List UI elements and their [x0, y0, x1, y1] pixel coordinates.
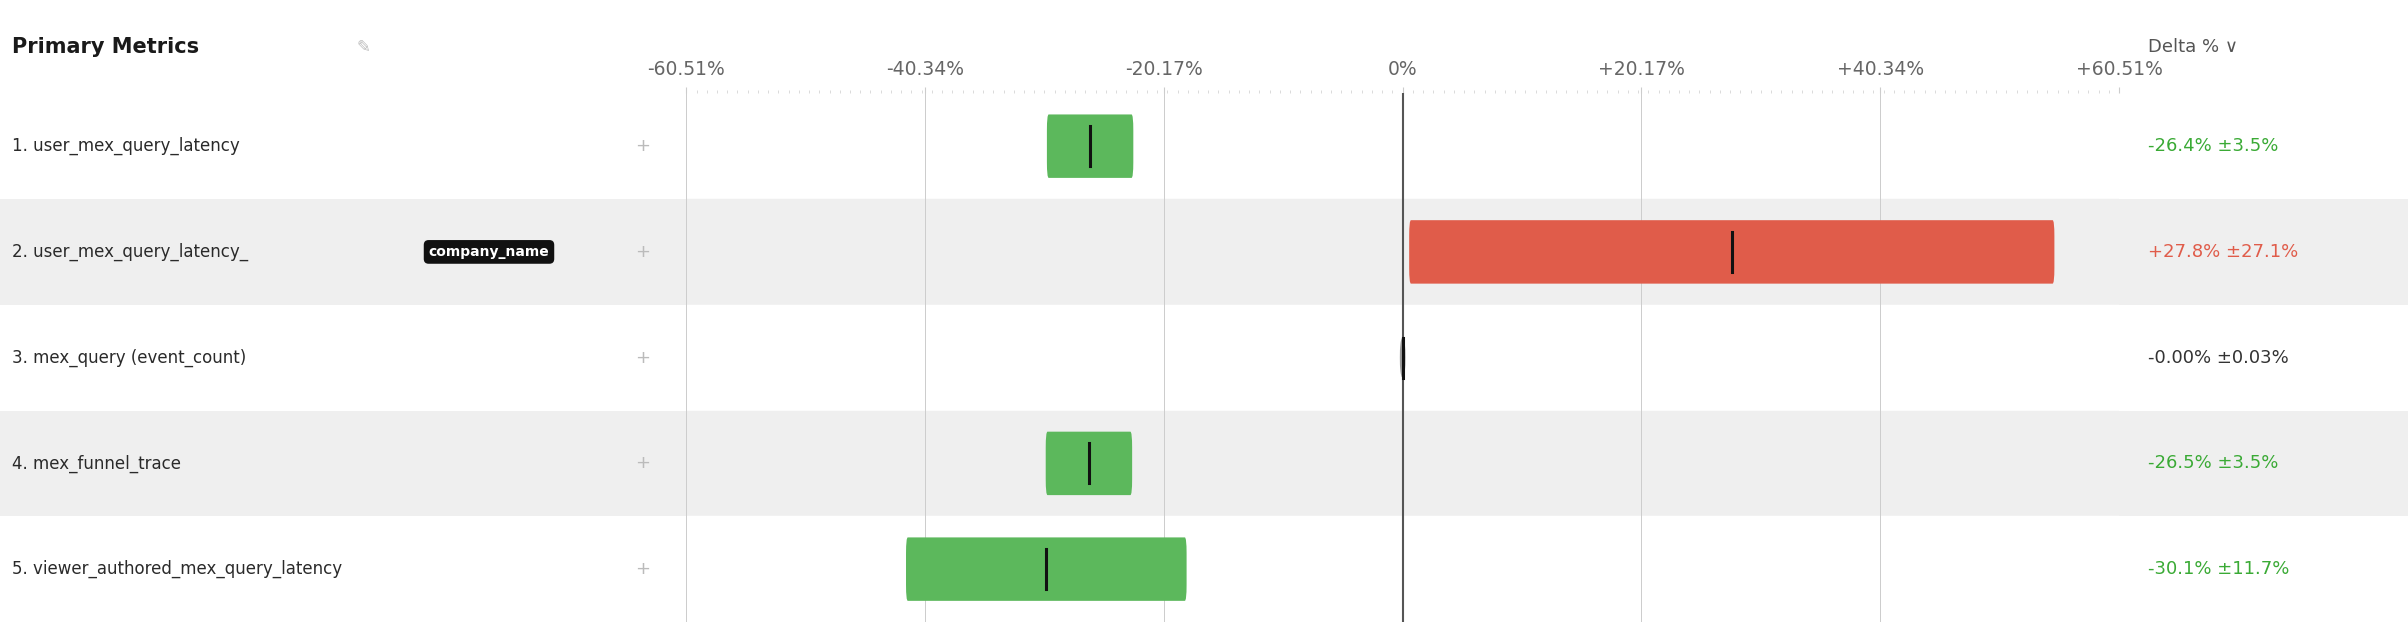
- Text: 1. user_mex_query_latency: 1. user_mex_query_latency: [12, 137, 241, 156]
- Text: +: +: [636, 137, 650, 155]
- Text: 3. mex_query (event_count): 3. mex_query (event_count): [12, 348, 246, 367]
- Bar: [686, 93, 2119, 199]
- FancyBboxPatch shape: [1045, 432, 1132, 495]
- Text: -0.00% ±0.03%: -0.00% ±0.03%: [2148, 349, 2288, 366]
- Text: +: +: [636, 243, 650, 261]
- FancyBboxPatch shape: [1409, 220, 2054, 284]
- Text: +: +: [636, 455, 650, 472]
- Text: -26.5% ±3.5%: -26.5% ±3.5%: [2148, 455, 2278, 472]
- Circle shape: [1401, 338, 1404, 377]
- Text: +: +: [636, 349, 650, 366]
- Text: Primary Metrics: Primary Metrics: [12, 37, 200, 57]
- FancyBboxPatch shape: [905, 537, 1187, 601]
- Text: +: +: [636, 560, 650, 578]
- Bar: [686, 305, 2119, 411]
- Bar: [686, 199, 2119, 305]
- Text: Delta % ∨: Delta % ∨: [2148, 38, 2237, 55]
- Text: ✎: ✎: [356, 38, 371, 55]
- Text: 2. user_mex_query_latency_: 2. user_mex_query_latency_: [12, 243, 248, 261]
- Text: 4. mex_funnel_trace: 4. mex_funnel_trace: [12, 454, 181, 473]
- Text: +27.8% ±27.1%: +27.8% ±27.1%: [2148, 243, 2297, 261]
- Bar: [686, 411, 2119, 516]
- Text: -26.4% ±3.5%: -26.4% ±3.5%: [2148, 137, 2278, 155]
- Text: company_name: company_name: [429, 245, 549, 259]
- Bar: [686, 516, 2119, 622]
- Text: -30.1% ±11.7%: -30.1% ±11.7%: [2148, 560, 2290, 578]
- Text: 5. viewer_authored_mex_query_latency: 5. viewer_authored_mex_query_latency: [12, 560, 342, 578]
- FancyBboxPatch shape: [1047, 114, 1134, 178]
